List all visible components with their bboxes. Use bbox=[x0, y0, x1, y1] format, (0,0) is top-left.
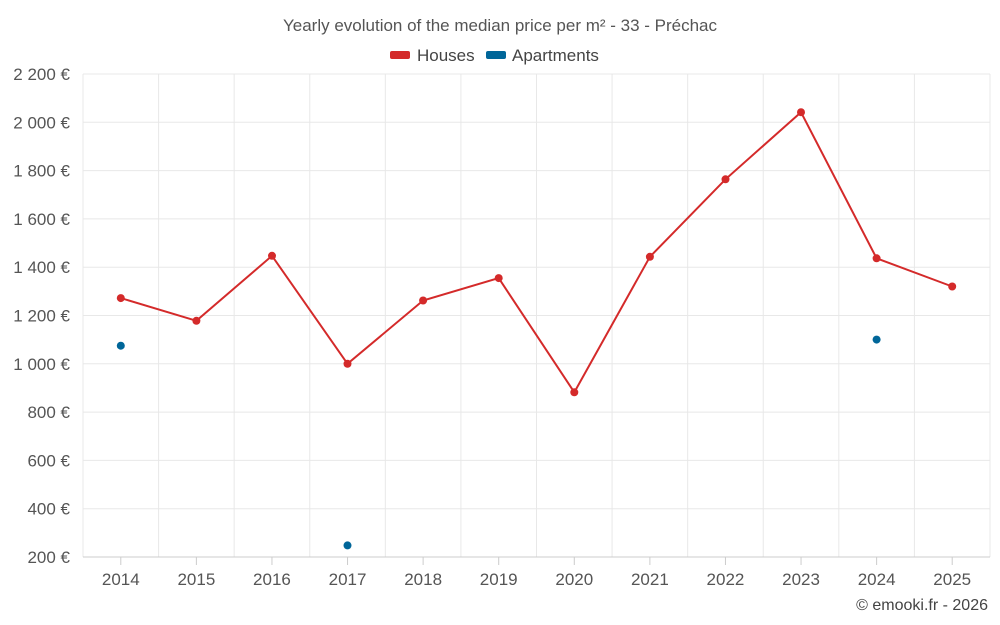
legend-label-apartments[interactable]: Apartments bbox=[512, 46, 599, 65]
data-point-houses-2014[interactable] bbox=[116, 294, 125, 303]
y-tick-label: 1 800 € bbox=[13, 162, 70, 181]
x-tick-label: 2016 bbox=[253, 570, 291, 589]
x-tick-label: 2015 bbox=[177, 570, 215, 589]
x-tick-label: 2017 bbox=[329, 570, 367, 589]
y-tick-label: 1 600 € bbox=[13, 210, 70, 229]
data-point-houses-2019[interactable] bbox=[494, 274, 503, 283]
y-tick-label: 2 200 € bbox=[13, 65, 70, 84]
data-point-houses-2023[interactable] bbox=[797, 108, 805, 117]
y-tick-label: 600 € bbox=[27, 451, 70, 470]
y-tick-label: 800 € bbox=[27, 403, 70, 422]
y-tick-label: 200 € bbox=[27, 548, 70, 567]
x-tick-label: 2021 bbox=[631, 570, 669, 589]
y-tick-label: 2 000 € bbox=[13, 113, 70, 132]
legend: Houses Apartments bbox=[390, 46, 599, 65]
credit-text: © emooki.fr - 2026 bbox=[856, 597, 988, 614]
y-tick-label: 1 400 € bbox=[13, 258, 70, 277]
x-tick-label: 2023 bbox=[782, 570, 820, 589]
series-line-houses bbox=[120, 110, 953, 395]
series-layer bbox=[116, 108, 957, 550]
data-point-apartments-2024[interactable] bbox=[872, 335, 881, 344]
data-point-houses-2025[interactable] bbox=[948, 282, 957, 291]
data-point-houses-2018[interactable] bbox=[419, 296, 428, 305]
legend-swatch-houses bbox=[390, 51, 410, 59]
legend-swatch-apartments bbox=[486, 51, 506, 59]
x-tick-label: 2022 bbox=[707, 570, 745, 589]
y-tick-label: 1 200 € bbox=[13, 307, 70, 326]
y-tick-label: 400 € bbox=[27, 500, 70, 519]
chart-title: Yearly evolution of the median price per… bbox=[283, 16, 718, 35]
x-axis: 2014 2015 2016 2017 2018 2019 2020 2021 2022 2023… bbox=[83, 556, 990, 589]
x-tick-label: 2014 bbox=[102, 570, 140, 589]
data-point-apartments-2014[interactable] bbox=[116, 341, 125, 350]
y-tick-label: 1 000 € bbox=[13, 355, 70, 374]
data-point-apartments-2017[interactable] bbox=[343, 541, 352, 550]
y-axis: 200 € 400 € 600 € 800 € 1 000 € 1 200 € 1 400 … bbox=[13, 65, 70, 567]
data-point-houses-2017[interactable] bbox=[343, 359, 352, 368]
x-tick-label: 2019 bbox=[480, 570, 518, 589]
data-point-houses-2015[interactable] bbox=[192, 316, 201, 325]
x-tick-label: 2018 bbox=[404, 570, 442, 589]
data-point-houses-2024[interactable] bbox=[872, 254, 881, 263]
data-point-houses-2016[interactable] bbox=[268, 251, 276, 260]
x-tick-label: 2025 bbox=[933, 570, 971, 589]
data-point-houses-2020[interactable] bbox=[570, 388, 579, 397]
x-tick-label: 2020 bbox=[555, 570, 593, 589]
x-tick-label: 2024 bbox=[858, 570, 896, 589]
data-point-houses-2021[interactable] bbox=[645, 252, 654, 261]
data-point-houses-2022[interactable] bbox=[721, 175, 730, 184]
grid bbox=[82, 73, 991, 558]
legend-label-houses[interactable]: Houses bbox=[417, 46, 475, 65]
